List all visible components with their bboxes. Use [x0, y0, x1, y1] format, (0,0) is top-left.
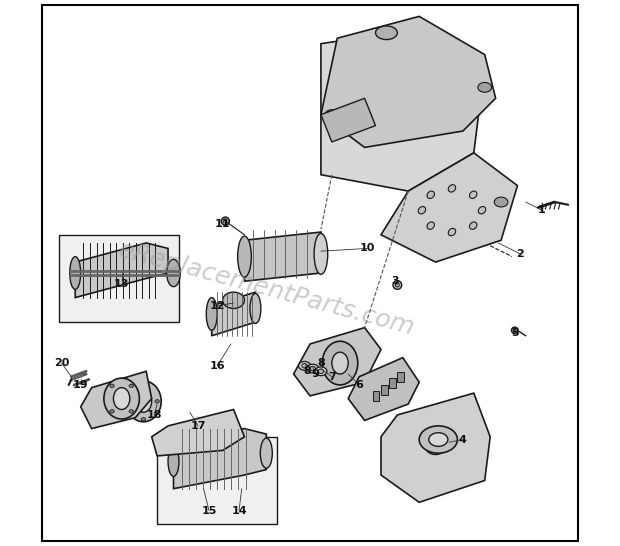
Text: 4: 4 [459, 435, 467, 444]
Text: 9: 9 [311, 369, 319, 379]
Text: 2: 2 [516, 249, 524, 259]
Polygon shape [81, 371, 152, 429]
Ellipse shape [168, 447, 179, 476]
Polygon shape [348, 358, 419, 420]
Text: 8: 8 [303, 366, 311, 376]
Text: 12: 12 [210, 301, 225, 311]
Polygon shape [321, 98, 376, 142]
Text: 17: 17 [190, 421, 206, 431]
Text: 18: 18 [147, 410, 162, 420]
Ellipse shape [237, 236, 251, 277]
Bar [157, 437, 277, 524]
Ellipse shape [318, 369, 324, 373]
Ellipse shape [141, 418, 146, 421]
Ellipse shape [167, 259, 180, 287]
Ellipse shape [478, 206, 485, 214]
Text: 11: 11 [215, 219, 231, 229]
Bar [397, 372, 404, 382]
Text: 13: 13 [114, 279, 130, 289]
Text: 15: 15 [202, 506, 216, 515]
Text: 5: 5 [511, 328, 518, 338]
Ellipse shape [70, 257, 81, 289]
Ellipse shape [315, 367, 327, 376]
Ellipse shape [110, 410, 114, 413]
Ellipse shape [469, 191, 477, 199]
Ellipse shape [494, 197, 508, 207]
Text: eReplacementParts.com: eReplacementParts.com [115, 238, 417, 341]
Ellipse shape [469, 222, 477, 229]
Ellipse shape [426, 441, 445, 454]
Text: 14: 14 [231, 506, 247, 515]
Text: 8: 8 [317, 358, 325, 368]
Ellipse shape [221, 217, 229, 225]
Ellipse shape [129, 384, 133, 388]
Text: 19: 19 [73, 380, 89, 390]
Ellipse shape [432, 444, 440, 451]
Text: 10: 10 [360, 244, 375, 253]
Polygon shape [152, 410, 244, 456]
Ellipse shape [393, 281, 402, 289]
Polygon shape [381, 393, 490, 502]
Polygon shape [321, 27, 485, 191]
Ellipse shape [322, 341, 358, 385]
Ellipse shape [260, 438, 272, 468]
Polygon shape [381, 153, 518, 262]
Ellipse shape [325, 110, 339, 120]
Ellipse shape [104, 378, 140, 419]
Polygon shape [294, 328, 381, 396]
Ellipse shape [418, 206, 426, 214]
Ellipse shape [302, 364, 308, 368]
Ellipse shape [126, 381, 161, 422]
Ellipse shape [129, 410, 133, 413]
Ellipse shape [427, 191, 435, 199]
Bar [59, 235, 179, 322]
Ellipse shape [376, 26, 397, 40]
Text: 20: 20 [54, 358, 69, 368]
Ellipse shape [299, 361, 311, 370]
Ellipse shape [427, 222, 435, 229]
Text: 1: 1 [538, 205, 546, 215]
Polygon shape [321, 16, 495, 147]
Polygon shape [174, 429, 267, 489]
Ellipse shape [396, 283, 399, 287]
Ellipse shape [113, 388, 130, 410]
Ellipse shape [314, 233, 328, 274]
Polygon shape [211, 292, 255, 336]
Bar [381, 385, 388, 395]
Ellipse shape [223, 292, 244, 308]
Ellipse shape [478, 82, 492, 92]
Ellipse shape [141, 382, 146, 385]
Ellipse shape [155, 400, 159, 403]
Polygon shape [244, 232, 321, 281]
Ellipse shape [250, 294, 261, 323]
Text: 7: 7 [328, 372, 335, 382]
Ellipse shape [206, 298, 217, 330]
Ellipse shape [135, 390, 152, 412]
Text: 16: 16 [210, 361, 225, 371]
Ellipse shape [310, 366, 316, 371]
Bar [389, 378, 396, 388]
Bar [373, 391, 379, 401]
Ellipse shape [429, 432, 448, 447]
Ellipse shape [448, 228, 456, 236]
Text: 3: 3 [391, 276, 399, 286]
Ellipse shape [307, 364, 319, 373]
Ellipse shape [332, 352, 348, 374]
Ellipse shape [128, 400, 132, 403]
Ellipse shape [419, 426, 458, 453]
Text: 6: 6 [355, 380, 363, 390]
Polygon shape [75, 243, 168, 298]
Ellipse shape [512, 327, 518, 334]
Ellipse shape [448, 185, 456, 192]
Ellipse shape [110, 384, 114, 388]
